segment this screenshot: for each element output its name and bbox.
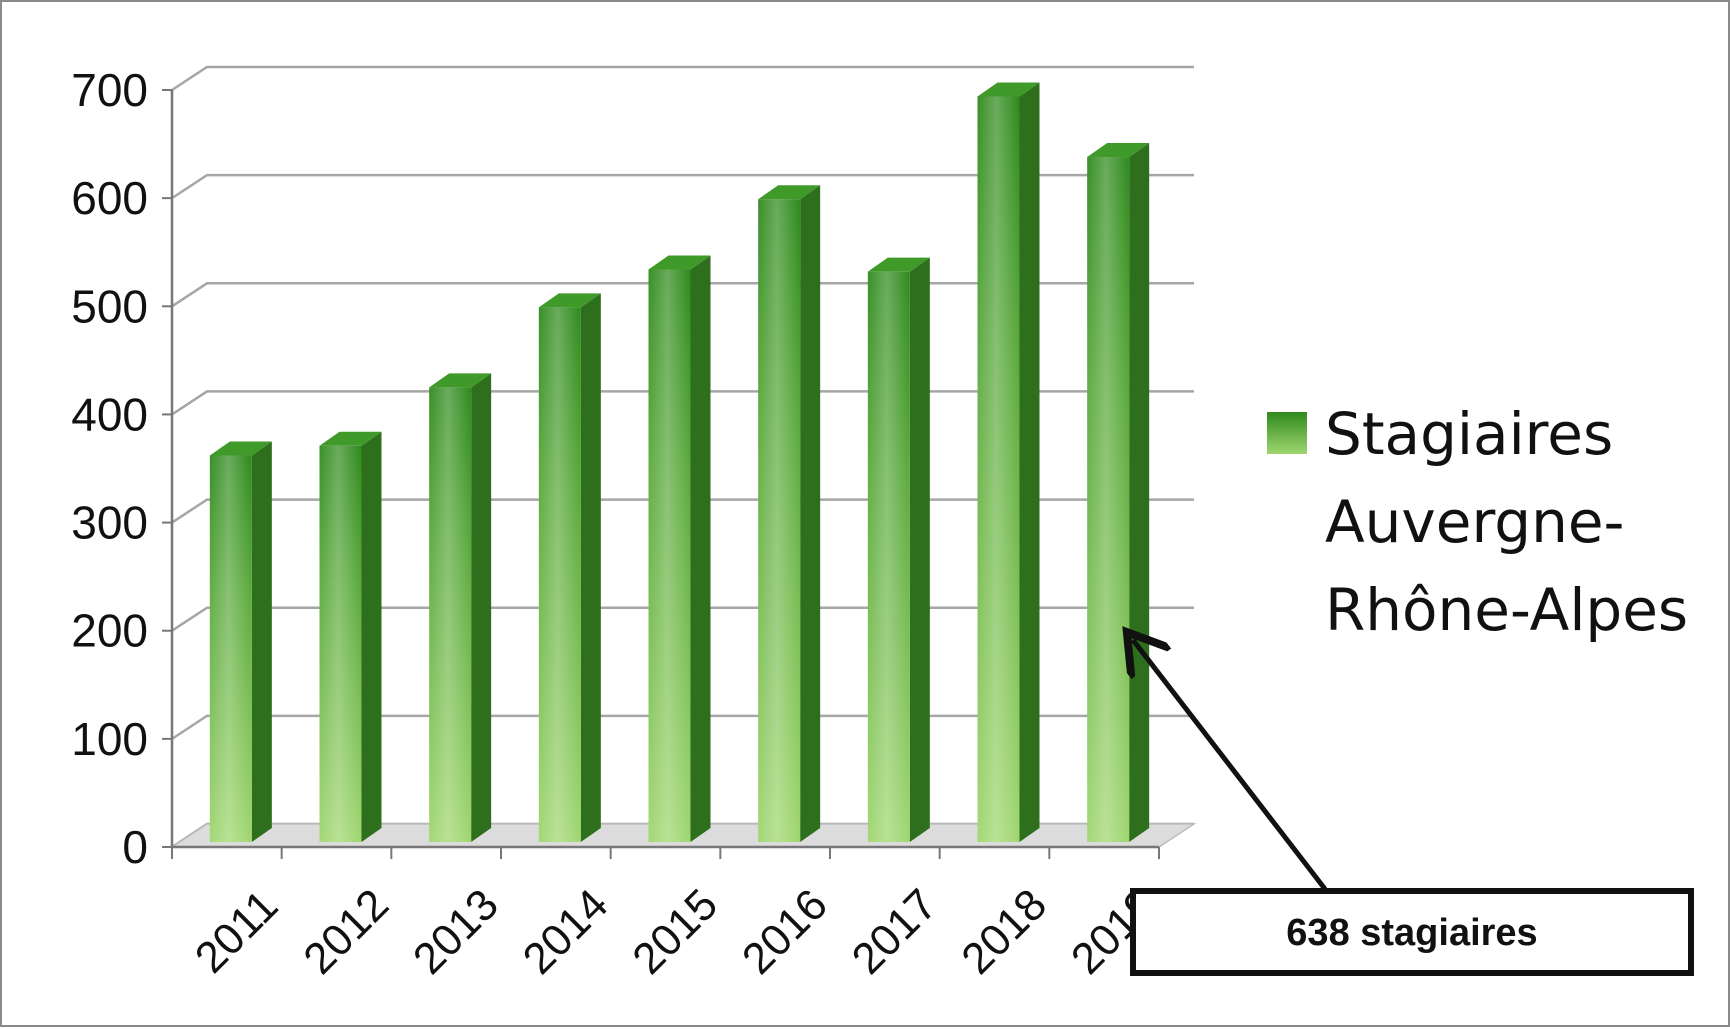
x-tick-label: 2013	[404, 880, 508, 984]
bar-top	[648, 255, 711, 270]
x-tick-label: 2011	[186, 881, 288, 983]
bar-top	[209, 441, 272, 456]
x-tick-label: 2012	[294, 880, 398, 984]
bar-highlight	[867, 271, 910, 842]
bar-side	[1019, 82, 1040, 842]
bar	[648, 255, 711, 842]
x-tick-label: 2016	[733, 880, 837, 984]
y-tick-label: 0	[122, 821, 148, 873]
annotation-arrow	[1133, 640, 1327, 891]
bar	[538, 293, 601, 842]
gridline	[171, 606, 1194, 632]
annotation-text: 638 stagiaires	[1286, 912, 1537, 954]
axes	[162, 89, 1160, 859]
bar	[977, 82, 1040, 842]
bar	[429, 373, 492, 842]
x-tick-label: 2017	[843, 880, 947, 984]
bar-top	[867, 257, 930, 272]
bar-side	[251, 441, 272, 842]
gridline	[171, 390, 1194, 416]
x-tick-labels: 2011 2012 2013 2014 2015 2016 2017 2018 2019	[186, 880, 1166, 984]
x-tick-label: 2014	[514, 880, 618, 984]
bar-side	[690, 255, 711, 842]
bar-side	[909, 257, 930, 842]
bar-top	[977, 82, 1040, 97]
bar-highlight	[538, 307, 581, 842]
bar-highlight	[758, 199, 801, 842]
x-tick-label: 2018	[952, 880, 1056, 984]
bar-highlight	[1087, 157, 1130, 842]
y-tick-label: 300	[71, 497, 148, 549]
bar	[867, 257, 930, 842]
bar-top	[538, 293, 601, 308]
bar-highlight	[319, 445, 362, 842]
bar-top	[319, 431, 382, 446]
bar-side	[471, 373, 492, 842]
gridline	[171, 498, 1194, 524]
legend-label-line-2: Auvergne-	[1325, 488, 1624, 556]
bar	[758, 185, 821, 842]
bar-highlight	[209, 455, 252, 842]
bar-top	[758, 185, 821, 200]
bar-side	[800, 185, 821, 842]
legend-swatch	[1267, 412, 1307, 454]
bar	[209, 441, 272, 842]
bar	[319, 431, 382, 842]
bar-highlight	[648, 269, 691, 842]
bar-side	[1129, 143, 1150, 842]
bar-highlight	[977, 96, 1020, 842]
x-tick-label: 2015	[623, 880, 727, 984]
bar-highlight	[429, 387, 472, 842]
y-tick-label: 600	[71, 172, 148, 224]
legend: Stagiaires Auvergne- Rhône-Alpes	[1267, 400, 1688, 644]
gridline	[171, 282, 1194, 308]
y-tick-label: 200	[71, 605, 148, 657]
bar-side	[580, 293, 601, 842]
y-tick-label: 100	[71, 713, 148, 765]
bar-top	[1087, 143, 1150, 158]
bar-side	[361, 431, 382, 842]
y-tick-label: 500	[71, 280, 148, 332]
gridline	[171, 173, 1194, 200]
gridline	[171, 714, 1194, 740]
bars	[209, 82, 1150, 842]
bar-top	[429, 373, 492, 388]
gridlines	[171, 65, 1194, 849]
legend-label-line-1: Stagiaires	[1325, 400, 1613, 468]
gridline	[171, 65, 1194, 92]
annotation-callout: 638 stagiaires	[1130, 640, 1694, 976]
legend-label-line-3: Rhône-Alpes	[1325, 576, 1688, 644]
y-tick-labels: 0 100 200 300 400 500 600 700	[71, 64, 148, 873]
y-tick-label: 700	[71, 64, 148, 116]
y-tick-label: 400	[71, 388, 148, 440]
bar	[1087, 143, 1150, 842]
annotation-box	[1130, 888, 1694, 976]
